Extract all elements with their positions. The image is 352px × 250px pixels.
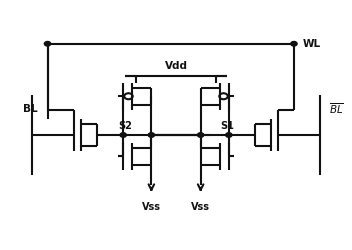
Circle shape (120, 133, 126, 137)
Circle shape (148, 133, 155, 137)
Text: S2: S2 (118, 121, 132, 131)
Circle shape (291, 42, 297, 46)
Circle shape (226, 133, 232, 137)
Circle shape (44, 42, 51, 46)
Text: $\overline{BL}$: $\overline{BL}$ (329, 102, 344, 116)
Circle shape (197, 133, 204, 137)
Text: BL: BL (23, 104, 38, 114)
Text: Vss: Vss (142, 202, 161, 212)
Text: Vdd: Vdd (164, 61, 188, 71)
Text: S1: S1 (220, 121, 234, 131)
Text: WL: WL (303, 39, 321, 49)
Text: Vss: Vss (191, 202, 210, 212)
